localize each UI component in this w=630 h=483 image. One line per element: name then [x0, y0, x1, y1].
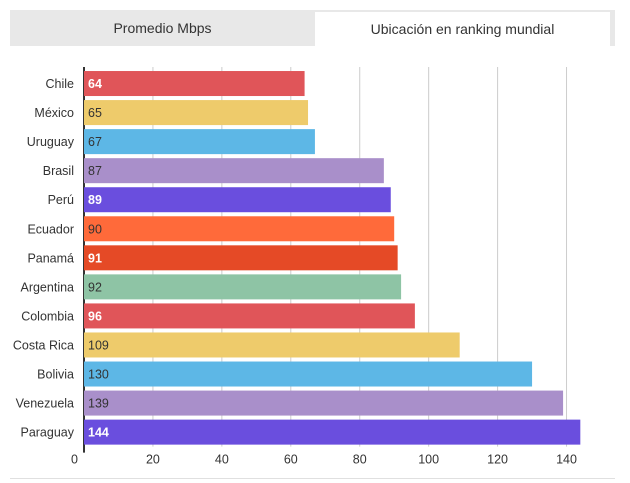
bottom-divider: [10, 478, 615, 479]
bar[interactable]: [84, 71, 305, 97]
category-label: Colombia: [21, 309, 74, 323]
bar-value-label: 89: [88, 193, 102, 207]
category-label: Bolivia: [37, 368, 74, 382]
bar-value-label: 92: [88, 280, 102, 294]
bar[interactable]: [84, 274, 402, 300]
bar-value-label: 109: [88, 338, 109, 352]
bar[interactable]: [84, 245, 398, 271]
tab-bar: Promedio Mbps Ubicación en ranking mundi…: [10, 10, 615, 46]
bar[interactable]: [84, 303, 415, 329]
category-label: Argentina: [20, 280, 74, 294]
x-tick-label: 40: [215, 453, 229, 467]
tab-promedio-mbps[interactable]: Promedio Mbps: [113, 20, 212, 36]
bar-value-label: 65: [88, 106, 102, 120]
category-label: Chile: [46, 77, 75, 91]
bar-value-label: 96: [88, 309, 102, 323]
x-tick-label: 100: [418, 453, 439, 467]
bar[interactable]: [84, 419, 581, 445]
bar-value-label: 90: [88, 222, 102, 236]
bar[interactable]: [84, 361, 533, 387]
bar[interactable]: [84, 100, 309, 126]
x-tick-label: 60: [284, 453, 298, 467]
category-label: Perú: [48, 193, 74, 207]
bar-value-label: 64: [88, 77, 102, 91]
x-tick-label: 80: [353, 453, 367, 467]
bar-value-label: 144: [88, 426, 109, 440]
bar[interactable]: [84, 332, 460, 358]
bar[interactable]: [84, 187, 391, 213]
category-label: Panamá: [27, 251, 74, 265]
bar-value-label: 87: [88, 164, 102, 178]
category-label: Costa Rica: [13, 338, 74, 352]
category-label: México: [34, 106, 74, 120]
bar[interactable]: [84, 158, 384, 184]
tab-ranking-mundial[interactable]: Ubicación en ranking mundial: [315, 12, 610, 46]
category-label: Venezuela: [16, 397, 74, 411]
category-label: Brasil: [43, 164, 74, 178]
bar-value-label: 91: [88, 251, 102, 265]
bar-value-label: 67: [88, 135, 102, 149]
x-tick-label: 20: [146, 453, 160, 467]
bar[interactable]: [84, 390, 564, 416]
x-tick-label: 0: [71, 453, 78, 467]
x-tick-label: 120: [487, 453, 508, 467]
bar-value-label: 139: [88, 397, 109, 411]
category-label: Uruguay: [27, 135, 75, 149]
bar-value-label: 130: [88, 368, 109, 382]
ranking-bar-chart: 64 65 67 87 89 90 91 92 96 109 130 139 144 Chile Méxi…: [13, 67, 581, 467]
category-label: Ecuador: [27, 222, 74, 236]
bar[interactable]: [84, 129, 315, 155]
x-tick-label: 140: [556, 453, 577, 467]
category-label: Paraguay: [20, 426, 74, 440]
bar[interactable]: [84, 216, 395, 242]
